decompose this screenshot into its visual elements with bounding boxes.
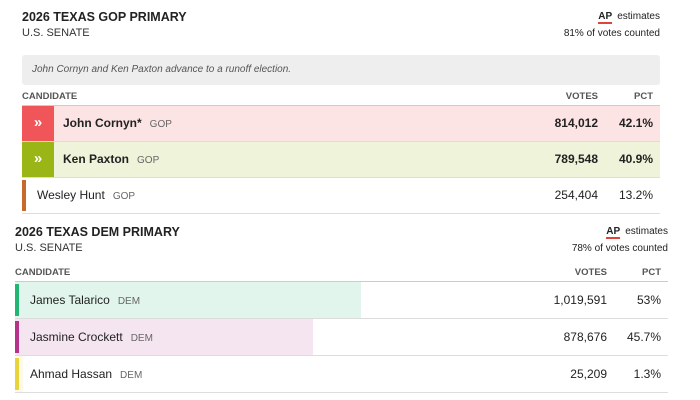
candidate-row: » John Cornyn* GOP 814,012 42.1% bbox=[22, 106, 660, 142]
source: AP estimates bbox=[606, 226, 668, 239]
advance-icon: » bbox=[22, 106, 54, 141]
name: James Talarico bbox=[30, 292, 110, 307]
candidate-name: Jasmine Crockett DEM bbox=[30, 330, 153, 344]
pct: 40.9% bbox=[618, 152, 653, 166]
pct: 53% bbox=[636, 292, 661, 307]
pct-bar bbox=[15, 356, 24, 392]
candidate-name: James Talarico DEM bbox=[30, 293, 140, 307]
race-subtitle: U.S. SENATE bbox=[15, 242, 83, 254]
race-section: 2026 TEXAS DEM PRIMARY U.S. SENATE AP estim… bbox=[15, 215, 668, 400]
pct: 42.1% bbox=[618, 116, 653, 130]
votes-counted: 81% of votes counted bbox=[563, 28, 660, 39]
name: John Cornyn* bbox=[63, 116, 142, 130]
pct: 1.3% bbox=[633, 366, 661, 381]
header-votes: VOTES bbox=[565, 91, 598, 102]
header-votes: VOTES bbox=[574, 267, 607, 278]
candidate-name: Ken Paxton GOP bbox=[63, 152, 159, 166]
advance-icon: » bbox=[22, 142, 54, 177]
candidate-name: Ahmad Hassan DEM bbox=[30, 367, 142, 381]
votes: 789,548 bbox=[554, 152, 598, 166]
name: Ahmad Hassan bbox=[30, 366, 113, 381]
candidate-name: Wesley Hunt GOP bbox=[37, 188, 135, 202]
row-highlight bbox=[22, 106, 660, 141]
party: DEM bbox=[120, 369, 143, 381]
header-candidate: CANDIDATE bbox=[22, 91, 78, 102]
pct-bar bbox=[15, 282, 362, 318]
party: DEM bbox=[117, 295, 141, 307]
table-header: CANDIDATE VOTES PCT bbox=[15, 266, 668, 282]
header-pct: PCT bbox=[642, 267, 661, 278]
ap-logo: AP bbox=[598, 11, 613, 24]
pct-bar bbox=[15, 319, 314, 355]
color-strip bbox=[22, 180, 26, 211]
candidate-row: Wesley Hunt GOP 254,404 13.2% bbox=[22, 178, 660, 214]
header-pct: PCT bbox=[634, 91, 653, 102]
party: DEM bbox=[130, 332, 153, 344]
votes: 878,676 bbox=[563, 329, 607, 344]
note-box: John Cornyn and Ken Paxton advance to a … bbox=[22, 55, 660, 85]
candidate-row: James Talarico DEM 1,019,591 53% bbox=[15, 282, 668, 319]
party: GOP bbox=[137, 155, 160, 166]
votes: 814,012 bbox=[554, 116, 598, 130]
header-candidate: CANDIDATE bbox=[15, 267, 71, 278]
color-strip bbox=[15, 358, 19, 390]
name: Jasmine Crockett bbox=[30, 329, 123, 344]
pct: 13.2% bbox=[618, 188, 653, 202]
pct: 45.7% bbox=[626, 329, 661, 344]
source: AP estimates bbox=[598, 11, 660, 24]
note-text: John Cornyn and Ken Paxton advance to a … bbox=[32, 64, 292, 75]
candidate-name: John Cornyn* GOP bbox=[63, 116, 172, 130]
candidate-row: » Ken Paxton GOP 789,548 40.9% bbox=[22, 142, 660, 178]
candidate-row: Ahmad Hassan DEM 25,209 1.3% bbox=[15, 356, 668, 393]
race-section: 2026 TEXAS GOP PRIMARY U.S. SENATE AP estim… bbox=[22, 0, 660, 215]
name: Ken Paxton bbox=[63, 152, 130, 166]
votes: 25,209 bbox=[570, 366, 607, 381]
race-title: 2026 TEXAS DEM PRIMARY bbox=[15, 225, 180, 239]
race-title: 2026 TEXAS GOP PRIMARY bbox=[22, 10, 187, 24]
table-header: CANDIDATE VOTES PCT bbox=[22, 90, 660, 106]
color-strip bbox=[15, 284, 19, 316]
race-subtitle: U.S. SENATE bbox=[22, 27, 90, 39]
party: GOP bbox=[112, 191, 136, 202]
ap-logo: AP bbox=[606, 226, 621, 239]
votes-counted: 78% of votes counted bbox=[571, 243, 668, 254]
votes: 1,019,591 bbox=[553, 292, 607, 307]
color-strip bbox=[15, 321, 19, 353]
source-note: estimates bbox=[625, 226, 668, 237]
name: Wesley Hunt bbox=[37, 188, 105, 202]
source-note: estimates bbox=[617, 11, 660, 22]
row-highlight bbox=[22, 142, 660, 177]
candidate-row: Jasmine Crockett DEM 878,676 45.7% bbox=[15, 319, 668, 356]
votes: 254,404 bbox=[554, 188, 598, 202]
party: GOP bbox=[149, 119, 172, 130]
